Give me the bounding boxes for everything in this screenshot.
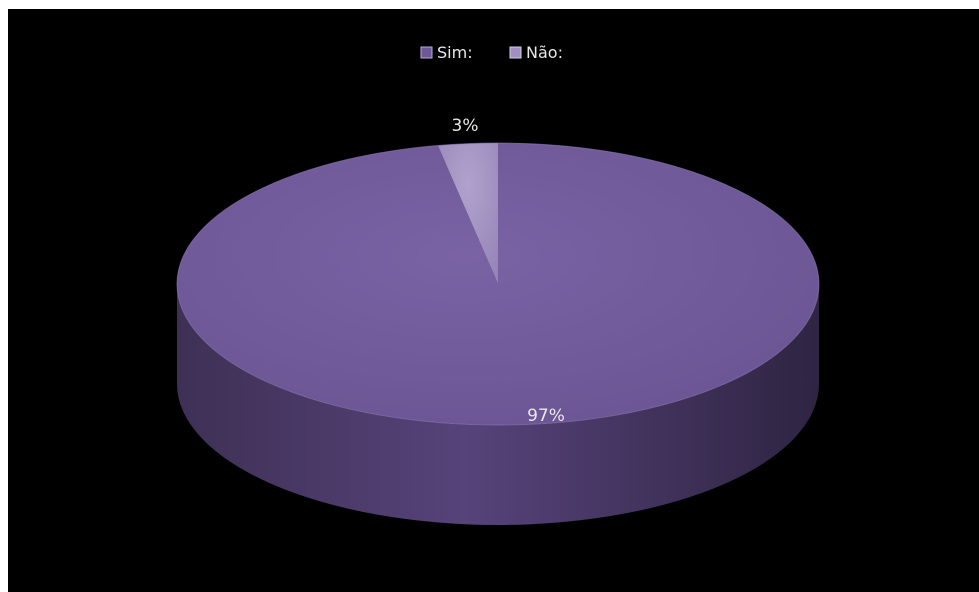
legend-label-sim: Sim:: [437, 43, 473, 62]
data-label-sim: 97%: [527, 406, 565, 426]
legend: Sim: Não:: [420, 43, 563, 62]
pie-group: [176, 142, 820, 525]
legend-swatch-sim: [420, 46, 433, 59]
legend-item-nao: Não:: [509, 43, 563, 62]
pie-side-wall: [177, 284, 819, 525]
legend-label-nao: Não:: [526, 43, 563, 62]
pie-slice-sim: [177, 143, 820, 425]
legend-item-sim: Sim:: [420, 43, 473, 62]
pie-chart: Sim: Não: 97% 3%: [176, 43, 820, 525]
chart-area: Sim: Não: 97% 3%: [8, 9, 979, 592]
data-label-nao: 3%: [452, 116, 479, 136]
legend-swatch-nao: [509, 46, 522, 59]
pie-rim: [176, 142, 820, 426]
pie-slice-nao: [437, 143, 498, 284]
